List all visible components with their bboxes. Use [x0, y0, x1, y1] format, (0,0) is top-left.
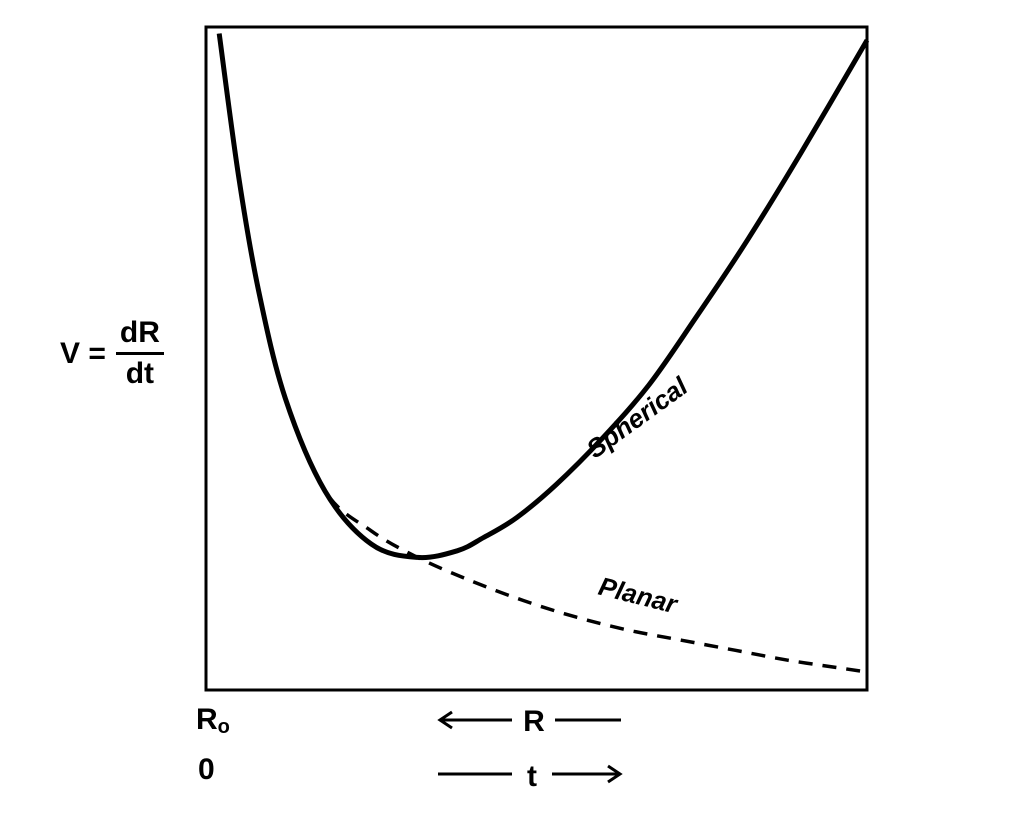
x-axis-origin-r: Ro — [196, 703, 230, 738]
series-label-planar: Planar — [596, 571, 682, 620]
annotation-layer: Spherical Planar — [581, 371, 694, 620]
x-axis-r-label-group: R — [437, 705, 621, 738]
x-axis-origin-r-main: R — [196, 703, 218, 736]
series-layer — [216, 33, 870, 674]
series-label-spherical: Spherical — [581, 371, 694, 465]
y-axis-label-denominator: dt — [125, 357, 155, 390]
fraction-bar — [115, 352, 164, 355]
series-line-planar — [217, 33, 868, 674]
t-arrow-head-icon — [607, 764, 623, 784]
plot-frame — [204, 25, 869, 692]
y-axis-label: V = dR dt — [60, 318, 164, 389]
y-axis-label-lhs: V = — [60, 336, 106, 370]
x-axis-origin-t: 0 — [198, 753, 215, 786]
x-axis-label-t: t — [527, 760, 537, 793]
x-axis-t-label-group: t — [438, 760, 623, 793]
x-axis-origin-r-subscript: o — [217, 716, 230, 738]
r-arrow-head-icon — [437, 710, 453, 730]
y-axis-label-numerator: dR — [119, 316, 160, 349]
y-axis-label-fraction: dR dt — [115, 316, 164, 390]
x-axis-label-r: R — [523, 705, 545, 738]
series-line-spherical — [216, 33, 870, 561]
